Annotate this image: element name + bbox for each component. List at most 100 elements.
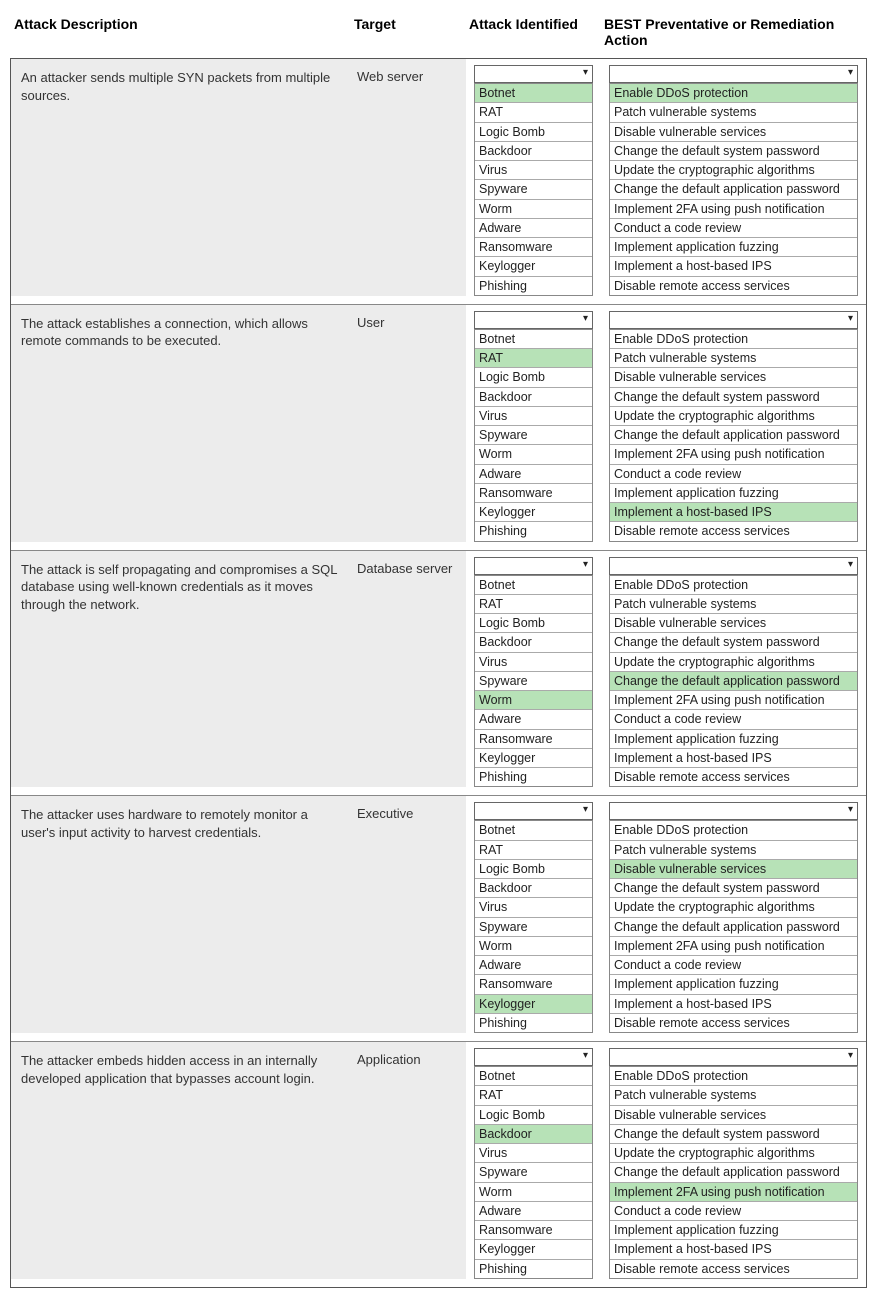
action-option[interactable]: Enable DDoS protection [610, 1066, 857, 1085]
attack-option[interactable]: Backdoor [475, 141, 592, 160]
action-option[interactable]: Update the cryptographic algorithms [610, 406, 857, 425]
action-option[interactable]: Update the cryptographic algorithms [610, 897, 857, 916]
attack-option[interactable]: Keylogger [475, 502, 592, 521]
action-option[interactable]: Patch vulnerable systems [610, 1085, 857, 1104]
attack-option[interactable]: Keylogger [475, 748, 592, 767]
attack-select[interactable] [474, 802, 593, 820]
action-option[interactable]: Disable vulnerable services [610, 122, 857, 141]
action-option[interactable]: Change the default application password [610, 1162, 857, 1181]
action-option[interactable]: Patch vulnerable systems [610, 348, 857, 367]
attack-option[interactable]: RAT [475, 594, 592, 613]
attack-select[interactable] [474, 65, 593, 83]
action-option[interactable]: Implement application fuzzing [610, 483, 857, 502]
attack-option[interactable]: RAT [475, 1085, 592, 1104]
action-option[interactable]: Implement a host-based IPS [610, 256, 857, 275]
attack-option[interactable]: Backdoor [475, 632, 592, 651]
attack-option[interactable]: Adware [475, 218, 592, 237]
action-option[interactable]: Change the default system password [610, 387, 857, 406]
attack-option[interactable]: RAT [475, 348, 592, 367]
attack-option[interactable]: Logic Bomb [475, 859, 592, 878]
action-option[interactable]: Enable DDoS protection [610, 83, 857, 102]
action-option[interactable]: Conduct a code review [610, 709, 857, 728]
action-option[interactable]: Disable remote access services [610, 1013, 857, 1032]
attack-option[interactable]: Spyware [475, 179, 592, 198]
action-option[interactable]: Conduct a code review [610, 1201, 857, 1220]
attack-option[interactable]: Logic Bomb [475, 122, 592, 141]
attack-option[interactable]: Botnet [475, 820, 592, 839]
action-option[interactable]: Implement a host-based IPS [610, 748, 857, 767]
action-option[interactable]: Disable vulnerable services [610, 859, 857, 878]
action-select[interactable] [609, 1048, 858, 1066]
action-option[interactable]: Patch vulnerable systems [610, 102, 857, 121]
attack-option[interactable]: Virus [475, 897, 592, 916]
action-select[interactable] [609, 311, 858, 329]
attack-option[interactable]: Keylogger [475, 994, 592, 1013]
action-select[interactable] [609, 65, 858, 83]
action-option[interactable]: Change the default application password [610, 179, 857, 198]
action-option[interactable]: Enable DDoS protection [610, 820, 857, 839]
attack-option[interactable]: Phishing [475, 767, 592, 786]
action-option[interactable]: Change the default system password [610, 141, 857, 160]
action-option[interactable]: Conduct a code review [610, 464, 857, 483]
attack-option[interactable]: Spyware [475, 917, 592, 936]
attack-option[interactable]: Worm [475, 1182, 592, 1201]
action-option[interactable]: Patch vulnerable systems [610, 594, 857, 613]
attack-option[interactable]: Keylogger [475, 256, 592, 275]
action-option[interactable]: Disable remote access services [610, 276, 857, 295]
action-option[interactable]: Change the default application password [610, 425, 857, 444]
attack-option[interactable]: Botnet [475, 1066, 592, 1085]
attack-option[interactable]: Logic Bomb [475, 613, 592, 632]
attack-option[interactable]: Keylogger [475, 1239, 592, 1258]
attack-option[interactable]: Botnet [475, 83, 592, 102]
action-option[interactable]: Implement 2FA using push notification [610, 1182, 857, 1201]
attack-select[interactable] [474, 311, 593, 329]
attack-option[interactable]: Botnet [475, 575, 592, 594]
attack-option[interactable]: Ransomware [475, 974, 592, 993]
attack-option[interactable]: Spyware [475, 1162, 592, 1181]
action-option[interactable]: Conduct a code review [610, 218, 857, 237]
attack-option[interactable]: Adware [475, 709, 592, 728]
attack-option[interactable]: Phishing [475, 276, 592, 295]
attack-option[interactable]: Ransomware [475, 237, 592, 256]
action-option[interactable]: Implement application fuzzing [610, 237, 857, 256]
attack-option[interactable]: Spyware [475, 425, 592, 444]
action-option[interactable]: Implement 2FA using push notification [610, 936, 857, 955]
attack-option[interactable]: Worm [475, 444, 592, 463]
action-option[interactable]: Implement application fuzzing [610, 974, 857, 993]
attack-option[interactable]: Backdoor [475, 1124, 592, 1143]
action-option[interactable]: Implement a host-based IPS [610, 1239, 857, 1258]
attack-option[interactable]: Spyware [475, 671, 592, 690]
attack-option[interactable]: Botnet [475, 329, 592, 348]
attack-option[interactable]: Virus [475, 160, 592, 179]
attack-option[interactable]: Ransomware [475, 483, 592, 502]
action-option[interactable]: Conduct a code review [610, 955, 857, 974]
attack-option[interactable]: Backdoor [475, 878, 592, 897]
action-option[interactable]: Implement 2FA using push notification [610, 690, 857, 709]
attack-option[interactable]: Backdoor [475, 387, 592, 406]
action-option[interactable]: Disable remote access services [610, 767, 857, 786]
attack-option[interactable]: Adware [475, 955, 592, 974]
attack-option[interactable]: Virus [475, 406, 592, 425]
action-option[interactable]: Change the default application password [610, 917, 857, 936]
attack-option[interactable]: Worm [475, 690, 592, 709]
attack-option[interactable]: Phishing [475, 1259, 592, 1278]
attack-select[interactable] [474, 1048, 593, 1066]
action-option[interactable]: Implement a host-based IPS [610, 994, 857, 1013]
action-option[interactable]: Change the default system password [610, 878, 857, 897]
action-option[interactable]: Enable DDoS protection [610, 575, 857, 594]
action-option[interactable]: Implement 2FA using push notification [610, 199, 857, 218]
action-option[interactable]: Implement 2FA using push notification [610, 444, 857, 463]
action-select[interactable] [609, 557, 858, 575]
action-option[interactable]: Change the default application password [610, 671, 857, 690]
action-option[interactable]: Change the default system password [610, 632, 857, 651]
attack-option[interactable]: RAT [475, 840, 592, 859]
action-option[interactable]: Disable vulnerable services [610, 1105, 857, 1124]
action-option[interactable]: Implement application fuzzing [610, 1220, 857, 1239]
attack-option[interactable]: Worm [475, 199, 592, 218]
action-option[interactable]: Disable remote access services [610, 521, 857, 540]
attack-option[interactable]: Logic Bomb [475, 367, 592, 386]
attack-option[interactable]: RAT [475, 102, 592, 121]
action-select[interactable] [609, 802, 858, 820]
attack-option[interactable]: Worm [475, 936, 592, 955]
action-option[interactable]: Change the default system password [610, 1124, 857, 1143]
